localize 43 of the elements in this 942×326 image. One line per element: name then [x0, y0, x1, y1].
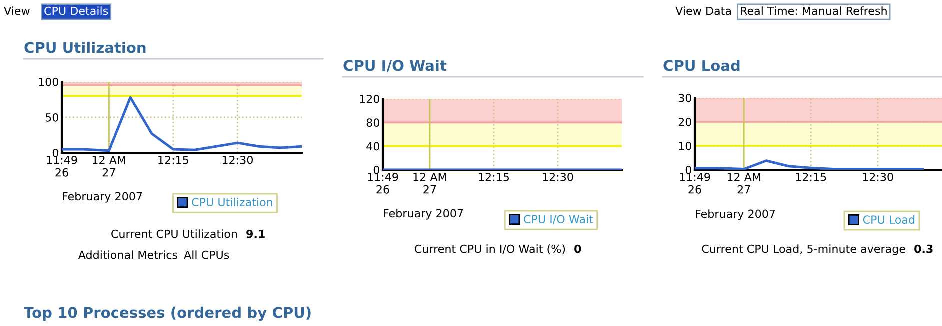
y-tick-label: 10: [679, 142, 692, 150]
line-series: [695, 160, 924, 170]
text: Additional Metrics: [78, 250, 178, 260]
y-tick-label: 100: [39, 78, 58, 86]
x-axis-title: February 2007: [696, 210, 776, 220]
x-tick-label: 12 AM 27: [728, 172, 760, 194]
y-tick-label: 20: [678, 118, 692, 126]
x-tick-label: 11:49 26: [368, 172, 398, 194]
text: Current CPU Utilization: [112, 230, 238, 238]
legend-label: CPU Load: [863, 215, 915, 224]
text: CPU Details: [44, 6, 108, 16]
y-tick-label: 30: [678, 94, 692, 102]
y-tick-label: 120: [360, 94, 380, 104]
chart-title: CPU I/O Wait: [344, 60, 447, 72]
legend-label: CPU Utilization: [192, 198, 272, 207]
text: 9.1: [246, 230, 265, 238]
text: View: [4, 6, 30, 16]
legend-label: CPU I/O Wait: [524, 214, 594, 224]
x-tick-label: 12 AM 27: [414, 172, 446, 194]
x-tick-label: 11:49 26: [680, 172, 710, 194]
x-axis-title: February 2007: [384, 209, 464, 220]
x-tick-label: 12:30: [863, 172, 894, 182]
x-tick-label: 11:49 26: [47, 156, 78, 177]
text: Real Time: Manual Refresh: [741, 6, 887, 16]
x-tick-label: 12:15: [479, 172, 510, 182]
x-tick-label: 12:30: [222, 156, 253, 164]
text: 0.3: [914, 244, 933, 254]
y-tick-label: 80: [366, 118, 380, 128]
text: View Data: [676, 6, 731, 16]
x-tick-label: 12:15: [796, 172, 826, 182]
x-tick-label: 12 AM 27: [92, 156, 126, 177]
text: 0: [574, 244, 582, 254]
x-tick-label: 12:15: [158, 156, 188, 164]
y-tick-label: 50: [46, 113, 58, 122]
chart-title: CPU Utilization: [24, 42, 146, 54]
x-tick-label: 12:30: [543, 172, 574, 182]
text: All CPUs: [184, 250, 230, 260]
text: Current CPU in I/O Wait (%): [415, 244, 566, 255]
text: Current CPU Load, 5-minute average: [702, 244, 906, 256]
chart-title: CPU Load: [664, 60, 740, 72]
y-tick-label: 40: [366, 142, 380, 151]
x-axis-title: February 2007: [63, 192, 142, 203]
text: Top 10 Processes (ordered by CPU): [24, 306, 311, 322]
